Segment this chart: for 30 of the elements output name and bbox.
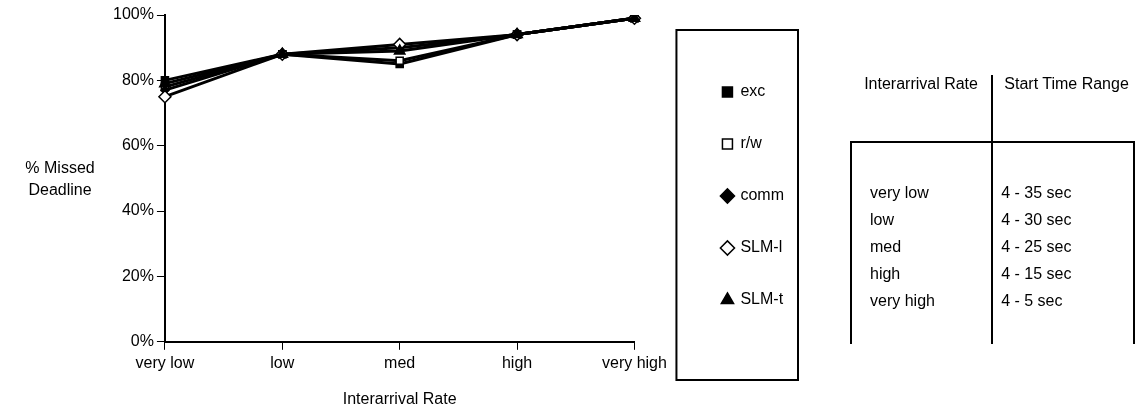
legend-label: SLM-l (740, 238, 783, 256)
y-tick-label: 40% (121, 201, 154, 219)
text: very high (870, 292, 935, 309)
text: 4 - 25 sec (1001, 238, 1072, 255)
x-tick-label: very high (601, 353, 667, 371)
y-tick-label: 60% (121, 136, 154, 154)
legend-label: exc (740, 82, 766, 100)
text: high (870, 265, 901, 282)
text: 4 - 30 sec (1001, 211, 1072, 228)
text: Interarrival Rate (851, 75, 993, 142)
y-tick-label: 80% (121, 70, 154, 88)
text: low (870, 211, 895, 228)
text: med (870, 238, 902, 255)
legend-label: r/w (740, 134, 763, 152)
y-tick-label: 0% (130, 332, 154, 350)
x-tick-label: low (270, 353, 295, 371)
x-tick-label: med (384, 353, 416, 371)
text: very low (870, 184, 929, 201)
y-axis-title: % Missed Deadline (25, 158, 95, 198)
text: 4 - 5 sec (1001, 292, 1063, 309)
x-axis-title: Interarrival Rate (342, 390, 457, 408)
x-tick-label: high (501, 353, 533, 371)
x-tick-label: very low (135, 353, 195, 371)
legend-label: SLM-t (740, 290, 784, 308)
y-tick-label: 20% (121, 266, 154, 284)
text: 4 - 15 sec (1001, 265, 1072, 282)
text: Start Time Range (1003, 75, 1130, 94)
legend-label: comm (740, 186, 785, 204)
text: 4 - 35 sec (1001, 184, 1072, 201)
y-tick-label: 100% (113, 5, 154, 23)
